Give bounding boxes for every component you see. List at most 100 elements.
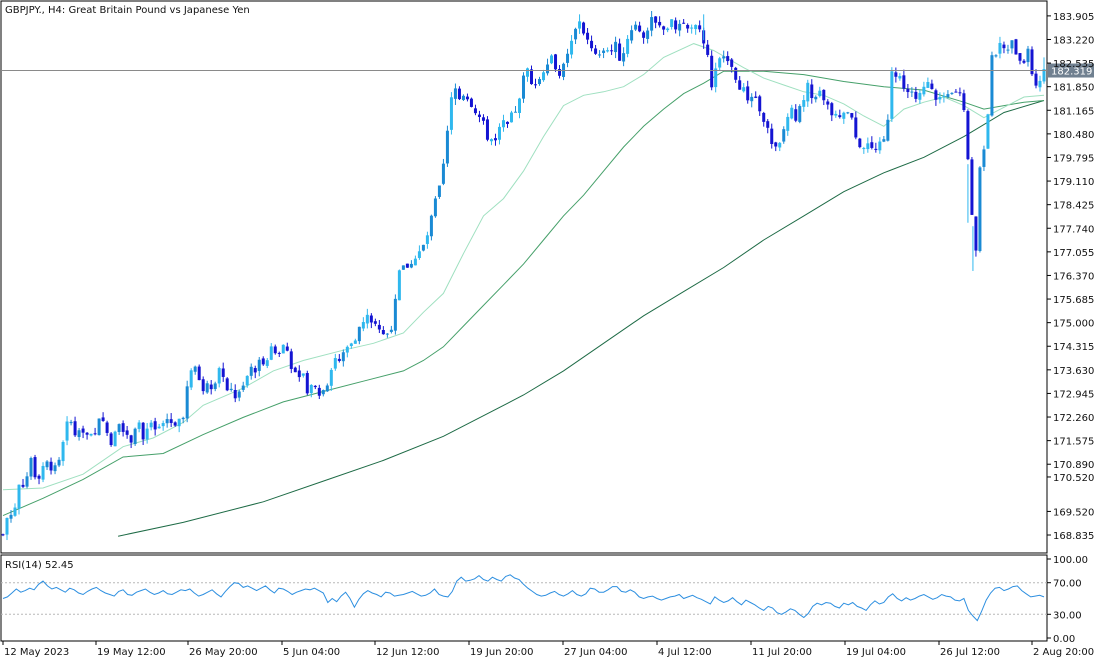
candle-bear (770, 128, 774, 144)
candle-bull (598, 54, 602, 56)
candle-bull (546, 64, 550, 74)
price-tick-label: 181.850 (1053, 83, 1094, 94)
candle-bull (1038, 80, 1042, 88)
candle-bear (49, 461, 53, 471)
time-tick-label: 12 Jun 12:00 (376, 647, 440, 658)
candle-bear (618, 43, 622, 61)
candle-bull (269, 346, 273, 360)
candle-bull (309, 384, 313, 394)
candle-bull (133, 428, 137, 445)
candle-bull (886, 119, 890, 141)
candle-bull (9, 514, 13, 519)
candle-bear (674, 20, 678, 30)
candle-bull (834, 113, 838, 116)
candle-bull (694, 24, 698, 30)
price-tick-label: 179.795 (1053, 153, 1094, 164)
candle-bull (77, 430, 81, 438)
candle-bull (349, 343, 353, 347)
candle-bull (778, 142, 782, 148)
candle-bull (786, 116, 790, 131)
candle-bear (850, 113, 854, 118)
candle-bear (642, 32, 646, 38)
candle-bear (534, 84, 538, 86)
candle-bull (445, 130, 449, 164)
candle-bull (517, 98, 521, 113)
candle-bull (882, 139, 886, 142)
candle-bear (201, 379, 205, 392)
time-tick-label: 19 Jun 20:00 (470, 647, 534, 658)
candle-bear (582, 22, 586, 34)
candle-bear (493, 138, 497, 141)
candle-bull (646, 30, 650, 39)
candle-bull (45, 461, 49, 468)
price-tick-label: 172.260 (1053, 413, 1094, 424)
rsi-line (2, 574, 1045, 622)
candle-bull (97, 418, 101, 436)
candle-bear (277, 352, 281, 354)
candle-bear (1014, 39, 1018, 55)
candle-bull (441, 163, 445, 184)
candle-bear (225, 378, 229, 391)
candle-bear (289, 351, 293, 369)
candle-bear (894, 72, 898, 77)
candle-bear (457, 88, 461, 100)
chart-title: GBPJPY., H4: Great Britain Pound vs Japa… (5, 5, 250, 16)
candle-bull (365, 314, 369, 324)
candle-bear (121, 423, 125, 432)
candle-bear (810, 84, 814, 99)
candle-bull (301, 373, 305, 376)
candle-bull (161, 423, 165, 427)
candle-bull (714, 68, 718, 88)
candle-bull (1010, 40, 1014, 49)
candle-bull (165, 419, 169, 424)
candle-bull (89, 433, 93, 436)
price-tag-label: 182.319 (1051, 67, 1092, 78)
candle-bear (854, 117, 858, 138)
candle-bear (33, 457, 37, 478)
candle-bull (353, 340, 357, 344)
price-tick-label: 177.055 (1053, 248, 1094, 259)
candle-bear (381, 330, 385, 335)
candle-bull (978, 167, 982, 252)
candle-bear (530, 69, 534, 85)
candle-bull (421, 244, 425, 251)
candle-bull (946, 94, 950, 97)
candle-bull (790, 107, 794, 119)
candle-bull (666, 28, 670, 31)
candle-bear (233, 390, 237, 399)
candle-bull (950, 92, 954, 94)
time-tick-label: 27 Jun 04:00 (564, 647, 628, 658)
candle-bull (550, 55, 554, 64)
candle-bear (794, 109, 798, 121)
candle-bear (1002, 44, 1006, 49)
candle-bull (333, 358, 337, 369)
candle-bear (934, 90, 938, 100)
candle-bull (614, 41, 618, 53)
candle-bear (485, 119, 489, 140)
candle-bull (509, 112, 513, 123)
candle-bull (722, 56, 726, 59)
candle-bull (213, 383, 217, 390)
candle-bull (361, 322, 365, 329)
candle-bull (818, 90, 822, 97)
candle-bull (501, 120, 505, 128)
candle-bear (477, 114, 481, 117)
candle-bear (662, 26, 666, 30)
candle-bull (574, 28, 578, 40)
rsi-tick-label: 70.00 (1053, 579, 1082, 590)
candle-bear (738, 80, 742, 90)
candle-bull (237, 391, 241, 398)
price-tick-label: 170.520 (1053, 473, 1094, 484)
candle-bear (305, 373, 309, 394)
candle-bull (357, 326, 361, 342)
candle-bear (766, 121, 770, 128)
candle-bear (129, 435, 133, 443)
candle-bull (241, 385, 245, 390)
price-tick-label: 180.480 (1053, 130, 1094, 141)
time-axis: 12 May 2023 19 May 12:00 26 May 20:00 5 Jun… (2, 641, 1094, 658)
candle-bull (25, 476, 29, 487)
candle-bull (566, 53, 570, 63)
candle-bull (389, 329, 393, 332)
